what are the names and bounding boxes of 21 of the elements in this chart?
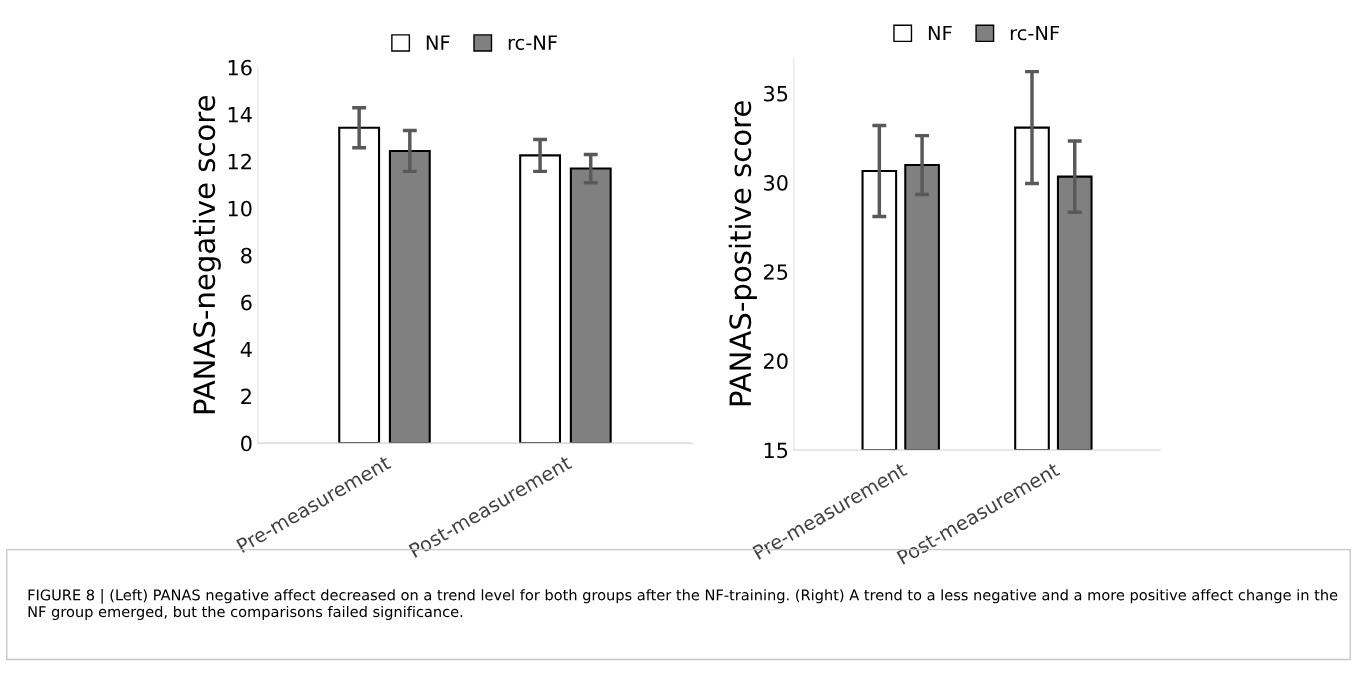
y-tick-label: 16 (228, 59, 252, 76)
y-tick-label: 15 (764, 442, 788, 459)
y-tick-label: 20 (764, 353, 788, 370)
y-tick-label: 2 (241, 388, 251, 405)
y-tick-label: 25 (764, 264, 788, 280)
y-tick-label: 14 (228, 107, 252, 123)
y-axis-title: PANAS-negative score (192, 95, 221, 414)
y-tick-label: 10 (228, 200, 252, 217)
legend-label: rc-NF (1010, 25, 1059, 41)
y-tick-label: 12 (228, 153, 251, 170)
caption: FIGURE 8 | (Left) PANAS negative affect decreased on a trend level for both groups after the NF-training. (Right) A trend to a less negative and a more positive affect change in the NF group emerged, but the comparisons failed significance. (28, 589, 1338, 621)
legend-label: NF (928, 25, 952, 41)
y-tick-label: 4 (240, 341, 252, 358)
legend-label: rc-NF (508, 35, 557, 50)
y-tick-label: 0 (241, 435, 252, 452)
y-tick-label: 30 (764, 174, 788, 191)
y-tick-label: 6 (241, 294, 252, 311)
y-tick-label: 8 (241, 247, 252, 264)
y-tick-label: 35 (764, 85, 788, 102)
y-axis-title: PANAS-positive score (728, 101, 757, 406)
legend-label: NF (426, 35, 450, 50)
